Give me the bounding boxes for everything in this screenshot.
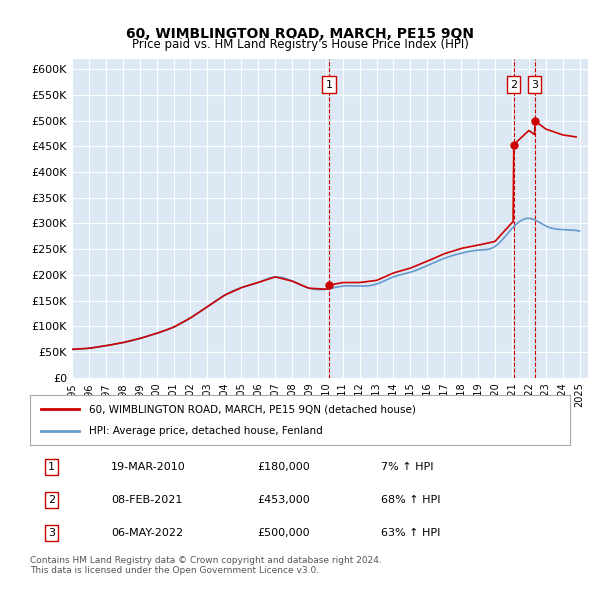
Text: 08-FEB-2021: 08-FEB-2021 [111,495,182,505]
Text: 63% ↑ HPI: 63% ↑ HPI [381,528,440,538]
Text: 19-MAR-2010: 19-MAR-2010 [111,462,186,472]
Text: 3: 3 [531,80,538,90]
Text: 1: 1 [48,462,55,472]
Text: 1: 1 [326,80,333,90]
Text: £500,000: £500,000 [257,528,310,538]
Text: Price paid vs. HM Land Registry's House Price Index (HPI): Price paid vs. HM Land Registry's House … [131,38,469,51]
Text: 2: 2 [510,80,517,90]
Text: 7% ↑ HPI: 7% ↑ HPI [381,462,433,472]
Text: Contains HM Land Registry data © Crown copyright and database right 2024.
This d: Contains HM Land Registry data © Crown c… [30,556,382,575]
Text: 2: 2 [48,495,55,505]
Text: HPI: Average price, detached house, Fenland: HPI: Average price, detached house, Fenl… [89,427,323,437]
Text: £180,000: £180,000 [257,462,310,472]
Text: 60, WIMBLINGTON ROAD, MARCH, PE15 9QN: 60, WIMBLINGTON ROAD, MARCH, PE15 9QN [126,27,474,41]
Text: 60, WIMBLINGTON ROAD, MARCH, PE15 9QN (detached house): 60, WIMBLINGTON ROAD, MARCH, PE15 9QN (d… [89,404,416,414]
Text: 68% ↑ HPI: 68% ↑ HPI [381,495,440,505]
Text: 06-MAY-2022: 06-MAY-2022 [111,528,183,538]
Text: £453,000: £453,000 [257,495,310,505]
Text: 3: 3 [48,528,55,538]
